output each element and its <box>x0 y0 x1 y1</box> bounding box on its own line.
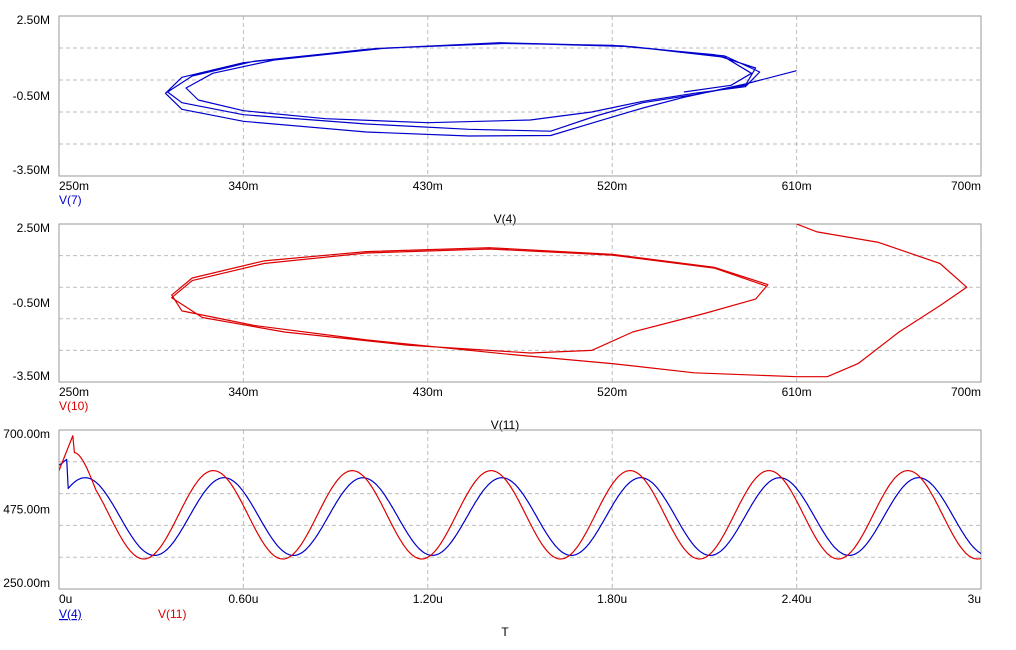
y-tick-label: -0.50M <box>13 296 50 310</box>
y-tick-label: 2.50M <box>17 221 50 235</box>
x-axis-label: V(11) <box>491 418 519 432</box>
legend-label: V(7) <box>59 193 82 207</box>
series-line-v11 <box>59 435 981 560</box>
series-line-v4 <box>59 458 981 556</box>
series-line-v10 <box>171 224 968 378</box>
y-tick-label: 250.00m <box>3 576 50 590</box>
x-tick-label: 250m <box>59 179 89 193</box>
x-tick-label: 700m <box>951 385 981 399</box>
legend-label: V(11) <box>158 607 186 621</box>
x-tick-label: 520m <box>597 179 627 193</box>
x-tick-label: 610m <box>782 385 812 399</box>
x-tick-label: 3u <box>968 592 981 606</box>
x-tick-label: 1.80u <box>597 592 627 606</box>
plot-frame <box>58 223 982 383</box>
x-tick-label: 250m <box>59 385 89 399</box>
plot-frame <box>58 429 982 590</box>
legend-label: V(4) <box>59 607 82 621</box>
x-axis-label: V(4) <box>494 212 517 226</box>
y-tick-label: -0.50M <box>13 89 50 103</box>
x-tick-label: 1.20u <box>413 592 443 606</box>
x-tick-label: 610m <box>782 179 812 193</box>
y-tick-label: -3.50M <box>13 163 50 177</box>
x-tick-label: 430m <box>413 179 443 193</box>
x-tick-label: 0.60u <box>228 592 258 606</box>
x-tick-label: 430m <box>413 385 443 399</box>
plot-frame <box>58 15 982 177</box>
y-tick-label: -3.50M <box>13 369 50 383</box>
y-tick-label: 2.50M <box>17 13 50 27</box>
x-tick-label: 340m <box>228 179 258 193</box>
x-tick-label: 340m <box>228 385 258 399</box>
y-tick-label: 700.00m <box>3 427 50 441</box>
x-tick-label: 0u <box>59 592 72 606</box>
legend-label: V(10) <box>59 399 88 413</box>
y-tick-label: 475.00m <box>3 503 50 517</box>
series-line-v7 <box>164 42 797 137</box>
x-tick-label: 2.40u <box>782 592 812 606</box>
x-axis-label: T <box>501 625 509 639</box>
x-tick-label: 700m <box>951 179 981 193</box>
x-tick-label: 520m <box>597 385 627 399</box>
